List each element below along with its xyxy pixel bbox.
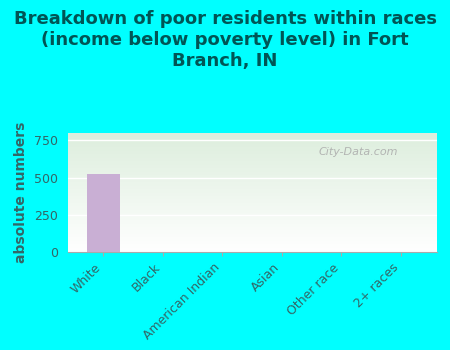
- Text: Breakdown of poor residents within races
(income below poverty level) in Fort
Br: Breakdown of poor residents within races…: [14, 10, 436, 70]
- Y-axis label: absolute numbers: absolute numbers: [14, 122, 28, 263]
- Bar: [87, 174, 120, 252]
- Text: City-Data.com: City-Data.com: [319, 147, 398, 157]
